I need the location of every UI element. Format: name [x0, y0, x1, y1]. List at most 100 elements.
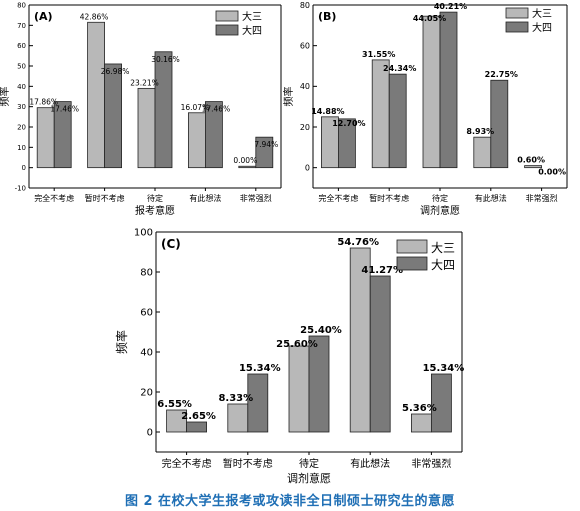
panel-2-bar-senior3: [524, 165, 542, 169]
panel-2-y-tick-label: 80: [300, 1, 310, 10]
panel-3-value-label-senior4: 15.34%: [423, 363, 465, 374]
panel-3-y-tick-label: 100: [134, 228, 153, 239]
panel-3-y-axis-label: 频率: [114, 330, 129, 354]
panel-2-y-tick-label: 20: [300, 123, 310, 132]
panel-2-legend-swatch: [505, 21, 529, 33]
panel-1-x-axis-label: 报考意愿: [135, 204, 175, 217]
panel-1-legend-swatch: [215, 24, 239, 36]
panel-1-category-label: 完全不考虑: [34, 193, 74, 203]
panel-3-bar-senior4: [186, 421, 208, 433]
panel-2-bar-senior4: [439, 11, 458, 169]
panel-2-panel-label: (B): [318, 10, 336, 23]
panel-1-value-label-senior4: 7.94%: [254, 140, 278, 149]
panel-2-bar-senior4: [388, 73, 407, 169]
panel-1-legend-swatch: [215, 10, 239, 22]
panel-3-category-label: 非常强烈: [411, 457, 451, 470]
panel-2-category-label: 有此想法: [475, 193, 507, 203]
panel-1-bar-senior4: [104, 63, 122, 169]
panel-2-category-label: 待定: [432, 193, 448, 203]
panel-1-value-label-senior3: 16.07%: [181, 103, 210, 112]
panel-2-y-tick-label: 40: [300, 82, 310, 91]
panel-1-bar-senior4: [154, 51, 173, 169]
panel-2-value-label-senior4: 24.34%: [383, 64, 416, 73]
panel-3-value-label-senior4: 2.65%: [181, 411, 216, 422]
panel-3-category-label: 暂时不考虑: [223, 458, 273, 470]
panel-1-bar-senior3: [187, 112, 206, 169]
panel-3-bar-senior3: [227, 403, 249, 433]
panel-2-value-label-senior4: 12.70%: [332, 119, 365, 128]
panel-2-y-axis-label: 频率: [282, 87, 295, 107]
panel-3-bar-senior3: [288, 345, 310, 433]
panel-3-value-label-senior3: 54.76%: [337, 237, 379, 248]
panel-1-y-tick-label: 10: [17, 144, 26, 152]
panel-3-value-label-senior4: 25.40%: [300, 325, 342, 336]
panel-3-bar-senior4: [308, 335, 330, 433]
panel-1-bar-senior3: [87, 21, 105, 169]
panel-1-y-tick-label: 30: [17, 103, 26, 111]
panel-2-value-label-senior4: 40.21%: [434, 2, 467, 11]
panel-2-bar-senior3: [473, 136, 492, 169]
panel-1-value-label-senior3: 17.86%: [29, 98, 58, 107]
panel-3-value-label-senior3: 6.55%: [157, 399, 192, 410]
panel-1-category-label: 暂时不考虑: [85, 193, 125, 203]
panel-3-bar-senior4: [247, 373, 269, 433]
panel-3-x-axis-label: 调剂意愿: [287, 471, 331, 485]
panel-3-y-tick-label: 20: [140, 388, 153, 399]
panel-3-legend-swatch: [396, 256, 428, 271]
figure-caption: 图 2 在校大学生报考或攻读非全日制硕士研究生的意愿: [124, 494, 456, 509]
panel-1-category-label: 有此想法: [189, 193, 221, 203]
panel-3-category-label: 待定: [299, 457, 319, 470]
panel-3-bar-senior4: [430, 373, 452, 433]
panel-1-value-label-senior4: 17.46%: [50, 105, 79, 114]
panel-1-bar-senior3: [137, 87, 156, 169]
panel-2-category-label: 暂时不考虑: [369, 193, 409, 203]
panel-1-bar-senior3: [238, 165, 257, 169]
panel-2-category-label: 完全不考虑: [318, 193, 358, 203]
panel-3-bar-senior3: [410, 413, 432, 433]
panel-3-y-tick-label: 40: [140, 348, 153, 359]
panel-1-y-tick-label: 70: [17, 22, 26, 30]
panel-1-y-tick-label: 80: [17, 1, 26, 9]
panel-3-legend-swatch: [396, 239, 428, 254]
panel-2-value-label-senior3: 8.93%: [466, 127, 494, 136]
panel-1-category-label: 待定: [147, 193, 163, 203]
panel-2-bar-senior4: [490, 79, 509, 169]
panel-1-y-tick-label: 50: [17, 62, 26, 70]
panel-3-legend-label: 大三: [431, 241, 455, 255]
panel-2-value-label-senior3: 31.55%: [362, 50, 395, 59]
panel-3-value-label-senior3: 8.33%: [218, 393, 253, 404]
panel-3-y-tick-label: 80: [140, 268, 153, 279]
panel-3-y-tick-label: 0: [147, 428, 153, 439]
panel-3-value-label-senior4: 41.27%: [361, 265, 403, 276]
panel-1-category-label: 非常强烈: [240, 193, 272, 203]
panel-1-panel-label: (A): [34, 10, 53, 23]
panel-1-y-tick-label: 60: [17, 42, 26, 50]
panel-3-value-label-senior3: 5.36%: [402, 403, 437, 414]
panel-1-value-label-senior4: 26.98%: [101, 67, 130, 76]
panel-2-bar-senior3: [422, 15, 441, 169]
panel-3-category-label: 完全不考虑: [162, 457, 212, 470]
panel-2-legend-label: 大三: [532, 7, 552, 20]
panel-1-y-tick-label: 0: [22, 164, 26, 172]
panel-2-legend-label: 大四: [532, 21, 552, 34]
panel-1-bar-senior4: [204, 101, 223, 169]
panel-3-category-label: 有此想法: [350, 457, 390, 470]
panel-3-legend-label: 大四: [431, 258, 455, 272]
panel-2-bar-senior3: [371, 59, 390, 169]
panel-1-bar-senior3: [36, 107, 55, 169]
panel-3-value-label-senior3: 25.60%: [276, 339, 318, 350]
panel-2-value-label-senior4: 0.00%: [538, 168, 566, 177]
panel-2-x-axis-label: 调剂意愿: [420, 204, 460, 217]
panel-2-legend-swatch: [505, 7, 529, 19]
panel-3-panel-label: (C): [161, 237, 181, 251]
panel-1-bar-senior4: [53, 101, 72, 169]
panel-1-y-tick-label: 20: [17, 123, 26, 131]
panel-2-value-label-senior3: 0.60%: [517, 156, 545, 165]
panel-3-bar-senior4: [369, 275, 391, 433]
panel-1-y-tick-label: 40: [17, 83, 26, 91]
panel-1-value-label-senior3: 23.21%: [130, 78, 159, 87]
panel-3-bar-senior3: [166, 409, 188, 433]
panel-1-value-label-senior3: 42.86%: [80, 12, 109, 21]
panel-2-y-tick-label: 0: [305, 163, 310, 172]
